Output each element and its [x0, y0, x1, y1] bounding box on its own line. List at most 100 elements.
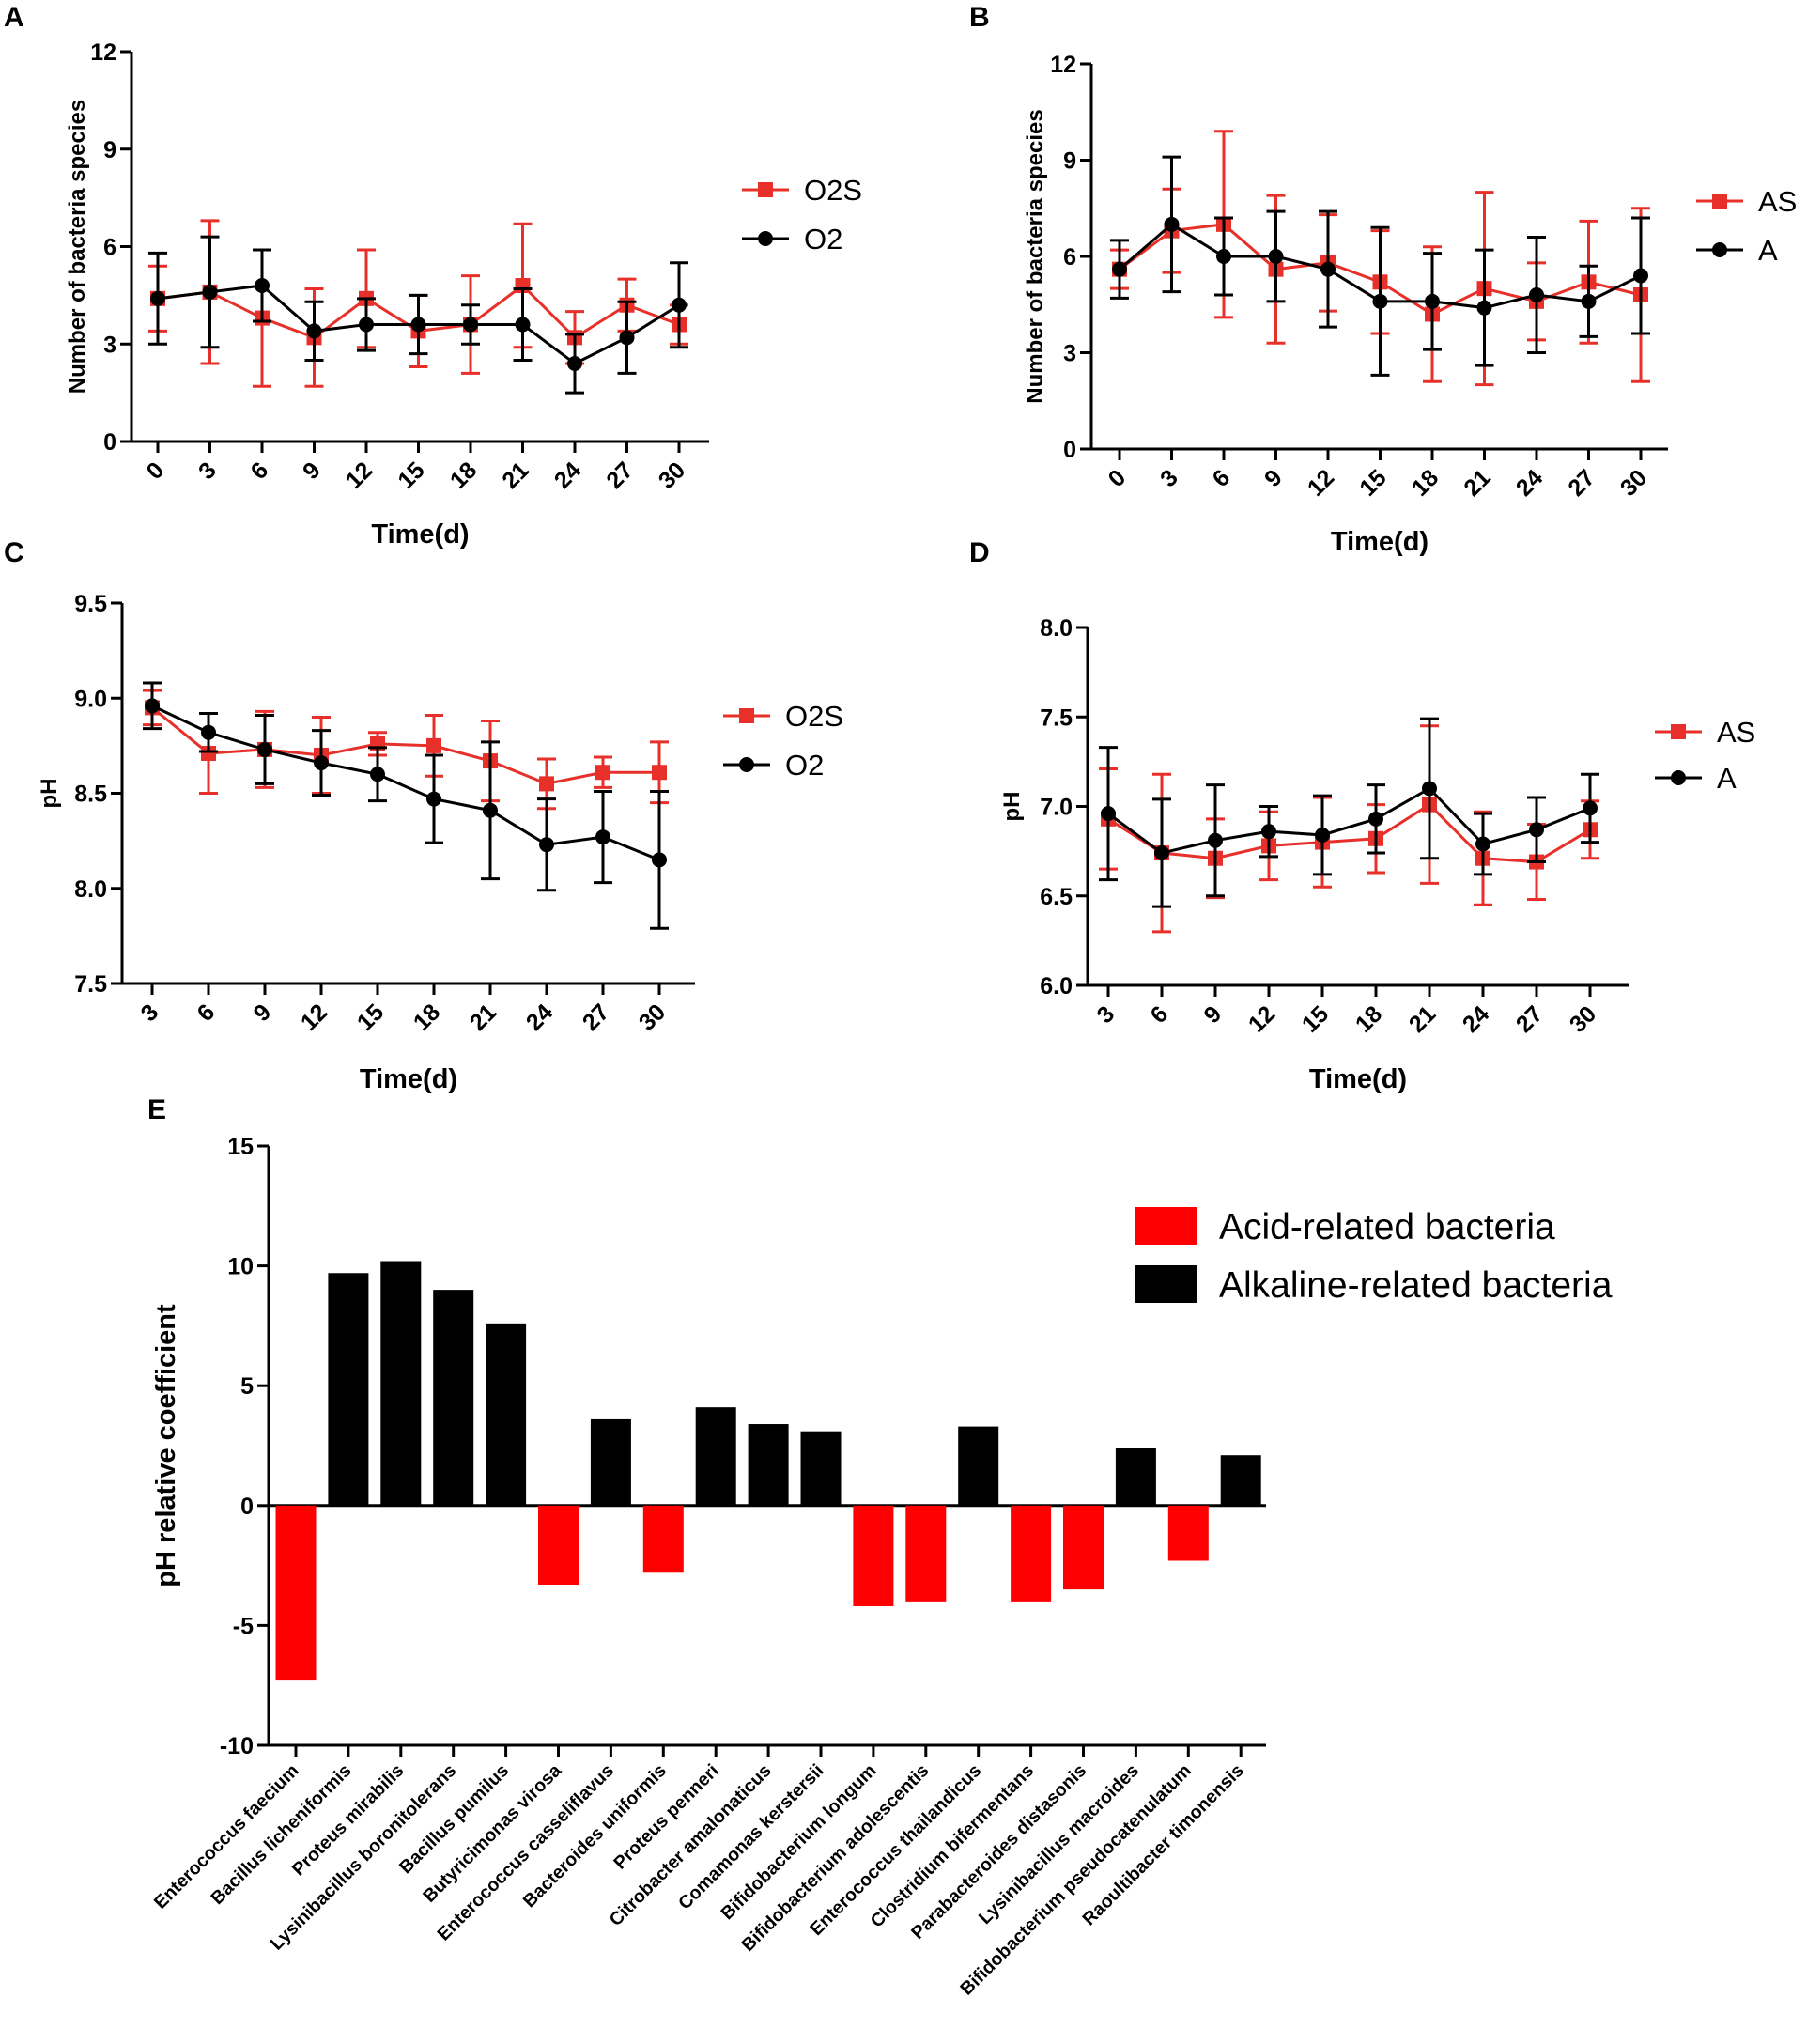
y-tick-label: 9.0 — [74, 686, 107, 712]
bar — [328, 1273, 369, 1506]
data-point — [672, 297, 687, 313]
data-point — [515, 317, 531, 333]
series-a — [1099, 717, 1599, 908]
x-tick-label: 6 — [1146, 1000, 1174, 1029]
y-axis-title: Number of bacteria species — [1023, 109, 1048, 403]
x-tick-label: 18 — [1407, 464, 1444, 502]
bar — [1011, 1505, 1052, 1602]
bar — [590, 1418, 631, 1506]
x-tick-label: 3 — [136, 999, 164, 1027]
data-point — [539, 776, 554, 792]
data-point — [483, 802, 498, 818]
legend-marker — [1712, 242, 1727, 257]
x-tick-label: 18 — [445, 457, 483, 494]
x-axis-title: Time(d) — [360, 1064, 457, 1094]
x-tick-label: 12 — [1243, 1000, 1280, 1037]
x-tick-label: 21 — [465, 999, 502, 1036]
bar — [1167, 1505, 1209, 1561]
x-tick-label: 6 — [246, 457, 274, 485]
x-tick-label: 15 — [352, 999, 390, 1036]
panel-letter-a: A — [4, 2, 24, 33]
data-point — [1372, 293, 1388, 309]
x-tick-label: 9 — [249, 999, 277, 1027]
x-tick-label: 3 — [1092, 1000, 1120, 1029]
data-point — [463, 317, 478, 333]
bar — [433, 1290, 474, 1506]
data-point — [1268, 249, 1284, 264]
data-point — [201, 745, 216, 761]
data-point — [652, 852, 667, 868]
bar — [958, 1426, 999, 1506]
bar — [642, 1505, 684, 1573]
data-point — [1112, 261, 1127, 277]
legend-label: O2S — [804, 174, 862, 207]
legend-entry-o2s: O2S — [742, 174, 862, 207]
x-tick-label: 9 — [1199, 1000, 1228, 1029]
x-tick-label: 21 — [1459, 464, 1496, 502]
x-tick-label: 3 — [1155, 464, 1183, 492]
y-tick-label: 6.5 — [1040, 884, 1073, 910]
data-point — [202, 284, 218, 300]
legend-entry-a: A — [1655, 762, 1737, 795]
y-tick-label: 8.5 — [74, 782, 107, 808]
series-o2 — [143, 681, 669, 930]
series-o2s — [143, 689, 669, 811]
data-point — [426, 737, 441, 753]
data-point — [595, 829, 610, 845]
y-axis-title: pH — [37, 779, 62, 809]
series-line — [151, 706, 659, 785]
y-tick-label: 3 — [1063, 341, 1076, 367]
legend-marker — [1671, 724, 1686, 739]
data-point — [1208, 832, 1223, 848]
y-tick-label: 10 — [227, 1254, 254, 1280]
series-line — [1107, 802, 1591, 864]
bar — [800, 1431, 842, 1506]
x-tick-label: 27 — [578, 999, 614, 1035]
y-tick-label: 12 — [90, 39, 116, 66]
bar — [695, 1407, 736, 1506]
panel-letter-c: C — [4, 537, 24, 568]
data-point — [426, 791, 441, 807]
x-tick-label: 15 — [1297, 1000, 1335, 1038]
legend-label: A — [1758, 234, 1778, 267]
x-tick-label: 24 — [521, 999, 559, 1036]
bar — [748, 1424, 789, 1506]
data-point — [1581, 293, 1597, 309]
x-tick-label: 6 — [193, 999, 221, 1027]
legend-entry-acid: Acid-related bacteria — [1135, 1207, 1555, 1247]
data-point — [1425, 293, 1440, 309]
data-point — [145, 698, 160, 714]
series-as — [1099, 724, 1599, 934]
series-o2 — [148, 235, 688, 395]
y-tick-label: 9 — [103, 137, 116, 163]
x-tick-label: 21 — [497, 457, 534, 494]
legend-label: AS — [1717, 716, 1755, 749]
data-point — [410, 317, 426, 333]
x-tick-label: 24 — [1458, 1000, 1495, 1038]
legend-label: O2 — [804, 223, 842, 256]
chart-c: 7.5 8.0 8.5 9.0 9.5 3 6 9 12 15 18 21 24 27 30 Time(d) p… — [37, 591, 843, 1094]
series-line — [1107, 786, 1591, 855]
x-tick-label: 30 — [654, 457, 690, 493]
y-tick-label: 6 — [1063, 244, 1076, 271]
legend-entry-o2s: O2S — [723, 700, 843, 733]
y-tick-label: -5 — [233, 1613, 254, 1639]
panel-letter-e: E — [147, 1094, 167, 1125]
y-tick-label: 7.5 — [1040, 705, 1073, 731]
x-tick-label: 27 — [601, 457, 638, 493]
x-axis-title: Time(d) — [371, 519, 469, 550]
y-tick-label: 8.0 — [1040, 615, 1073, 642]
data-point — [619, 330, 635, 346]
legend-swatch — [1135, 1265, 1197, 1303]
bar — [853, 1505, 894, 1606]
x-tick-label: 15 — [393, 457, 430, 494]
x-axis-title: Time(d) — [1331, 527, 1429, 557]
legend-marker — [758, 231, 773, 246]
data-point — [1320, 261, 1336, 277]
data-point — [359, 317, 374, 333]
legend-label: O2 — [785, 749, 824, 782]
x-tick-label: 12 — [341, 457, 378, 493]
x-tick-label: 21 — [1404, 1000, 1442, 1038]
x-tick-label: 30 — [1565, 1000, 1601, 1037]
